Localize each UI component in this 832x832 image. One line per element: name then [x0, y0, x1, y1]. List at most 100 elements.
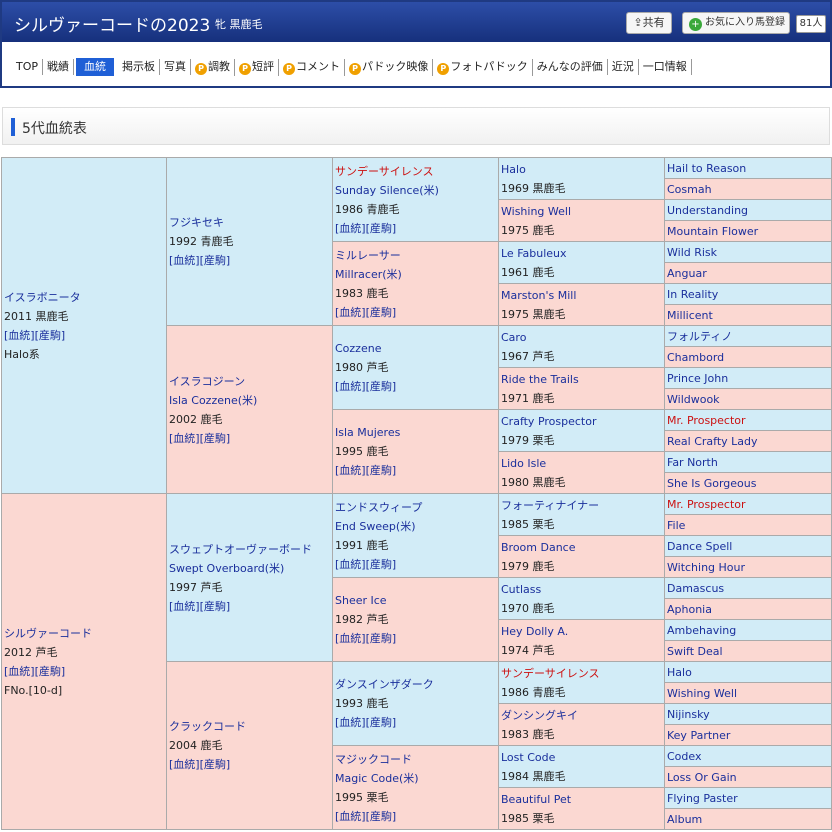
horse-name[interactable]: She Is Gorgeous	[667, 476, 757, 490]
pedigree-links[interactable]: [血統][産駒]	[169, 599, 231, 613]
pedigree-links[interactable]: [血統][産駒]	[335, 305, 397, 319]
g5-cell[interactable]: Far North	[664, 451, 832, 473]
horse-name[interactable]: Beautiful Pet	[501, 792, 572, 806]
horse-name[interactable]: Hey Dolly A.	[501, 624, 569, 638]
horse-name[interactable]: Cozzene	[335, 342, 382, 355]
horse-name[interactable]: フジキセキ	[169, 216, 224, 229]
g5-cell[interactable]: Mountain Flower	[664, 220, 832, 242]
pedigree-links[interactable]: [血統][産駒]	[4, 328, 66, 342]
g5-cell[interactable]: Album	[664, 808, 832, 830]
horse-name[interactable]: Chambord	[667, 350, 725, 364]
horse-name[interactable]: Broom Dance	[501, 540, 576, 554]
tab-top[interactable]: TOP	[12, 59, 44, 75]
horse-name[interactable]: フォルティノ	[667, 329, 733, 343]
horse-name[interactable]: イスラコジーン	[169, 374, 246, 388]
horse-name[interactable]: Isla Mujeres	[335, 426, 401, 439]
horse-name[interactable]: シルヴァーコード	[4, 626, 92, 640]
tab-paddock-video[interactable]: P パドック映像	[345, 59, 434, 76]
g5-cell[interactable]: Cosmah	[664, 178, 832, 200]
horse-name[interactable]: Halo	[501, 162, 526, 176]
tab-pog-info[interactable]: 一口情報	[639, 59, 692, 75]
tab-ratings[interactable]: みんなの評価	[533, 59, 608, 75]
g5-cell[interactable]: Halo	[664, 661, 832, 683]
horse-name[interactable]: Mountain Flower	[667, 224, 759, 238]
g5-cell[interactable]: Codex	[664, 745, 832, 767]
horse-name[interactable]: Anguar	[667, 266, 707, 280]
g5-cell[interactable]: Ambehaving	[664, 619, 832, 641]
g5-cell[interactable]: Hail to Reason	[664, 157, 832, 179]
g5-cell[interactable]: Damascus	[664, 577, 832, 599]
horse-name[interactable]: Damascus	[667, 581, 725, 595]
horse-name[interactable]: Flying Paster	[667, 791, 738, 805]
horse-name[interactable]: クラックコード	[169, 720, 246, 733]
share-button[interactable]: ⇪共有	[626, 12, 672, 34]
favorite-button[interactable]: + お気に入り馬登録	[682, 12, 790, 34]
tab-photo-paddock[interactable]: P フォトパドック	[433, 59, 533, 76]
g5-cell[interactable]: In Reality	[664, 283, 832, 305]
g5-cell[interactable]: Witching Hour	[664, 556, 832, 578]
pedigree-links[interactable]: [血統][産駒]	[335, 221, 397, 235]
horse-name[interactable]: Sheer Ice	[335, 594, 387, 607]
horse-name[interactable]: Wildwook	[667, 392, 720, 406]
horse-name[interactable]: サンデーサイレンス	[501, 666, 600, 680]
horse-name[interactable]: Key Partner	[667, 728, 731, 742]
g5-cell[interactable]: Nijinsky	[664, 703, 832, 725]
horse-name[interactable]: マジックコード	[335, 752, 412, 766]
pedigree-links[interactable]: [血統][産駒]	[335, 464, 397, 477]
tab-short-review[interactable]: P 短評	[235, 59, 280, 76]
horse-name[interactable]: スウェプトオーヴァーボード	[169, 542, 312, 556]
g5-cell[interactable]: Millicent	[664, 304, 832, 326]
pedigree-links[interactable]: [血統][産駒]	[169, 758, 231, 771]
horse-name[interactable]: Halo	[667, 665, 692, 679]
horse-name[interactable]: Wishing Well	[501, 204, 572, 218]
pedigree-links[interactable]: [血統][産駒]	[335, 809, 397, 823]
horse-name[interactable]: Wishing Well	[667, 686, 738, 700]
g5-cell[interactable]: Anguar	[664, 262, 832, 284]
g5-cell[interactable]: Understanding	[664, 199, 832, 221]
g5-cell[interactable]: Flying Paster	[664, 787, 832, 809]
horse-name[interactable]: Cutlass	[501, 582, 542, 596]
horse-name[interactable]: Cosmah	[667, 182, 712, 196]
horse-name[interactable]: ミルレーサー	[335, 248, 401, 262]
horse-name[interactable]: Dance Spell	[667, 539, 733, 553]
horse-name[interactable]: Caro	[501, 330, 527, 344]
g5-cell[interactable]: Mr. Prospector	[664, 493, 832, 515]
pedigree-links[interactable]: [血統][産駒]	[169, 254, 231, 267]
g5-cell[interactable]: Aphonia	[664, 598, 832, 620]
horse-name[interactable]: Wild Risk	[667, 245, 718, 259]
g5-cell[interactable]: Key Partner	[664, 724, 832, 746]
horse-name[interactable]: Ride the Trails	[501, 372, 579, 386]
g5-cell[interactable]: Loss Or Gain	[664, 766, 832, 788]
horse-name[interactable]: イスラボニータ	[4, 290, 81, 304]
horse-name[interactable]: Swift Deal	[667, 644, 723, 658]
pedigree-links[interactable]: [血統][産駒]	[4, 664, 66, 678]
horse-name[interactable]: Mr. Prospector	[667, 413, 746, 427]
tab-photos[interactable]: 写真	[160, 59, 192, 75]
pedigree-links[interactable]: [血統][産駒]	[335, 380, 397, 393]
pedigree-links[interactable]: [血統][産駒]	[335, 632, 397, 645]
tab-comment[interactable]: P コメント	[279, 59, 346, 76]
tab-news[interactable]: 近況	[608, 59, 639, 75]
horse-name[interactable]: フォーティナイナー	[501, 498, 600, 512]
horse-name[interactable]: Lido Isle	[501, 456, 547, 470]
horse-name[interactable]: Crafty Prospector	[501, 414, 597, 428]
horse-name[interactable]: Hail to Reason	[667, 161, 747, 175]
horse-name[interactable]: Loss Or Gain	[667, 770, 737, 784]
horse-name[interactable]: Marston's Mill	[501, 288, 577, 302]
horse-name[interactable]: Codex	[667, 749, 702, 763]
horse-name[interactable]: File	[667, 518, 686, 532]
horse-name[interactable]: Understanding	[667, 203, 749, 217]
horse-name[interactable]: Far North	[667, 455, 718, 469]
g5-cell[interactable]: Wildwook	[664, 388, 832, 410]
g5-cell[interactable]: Swift Deal	[664, 640, 832, 662]
horse-name[interactable]: Lost Code	[501, 750, 556, 764]
horse-name[interactable]: Ambehaving	[667, 623, 737, 637]
horse-name[interactable]: Nijinsky	[667, 707, 710, 721]
g5-cell[interactable]: Real Crafty Lady	[664, 430, 832, 452]
horse-name[interactable]: Real Crafty Lady	[667, 434, 758, 448]
g5-cell[interactable]: Prince John	[664, 367, 832, 389]
horse-name[interactable]: Aphonia	[667, 602, 712, 616]
horse-name[interactable]: Witching Hour	[667, 560, 746, 574]
pedigree-links[interactable]: [血統][産駒]	[335, 716, 397, 729]
horse-name[interactable]: ダンシングキイ	[501, 708, 578, 722]
